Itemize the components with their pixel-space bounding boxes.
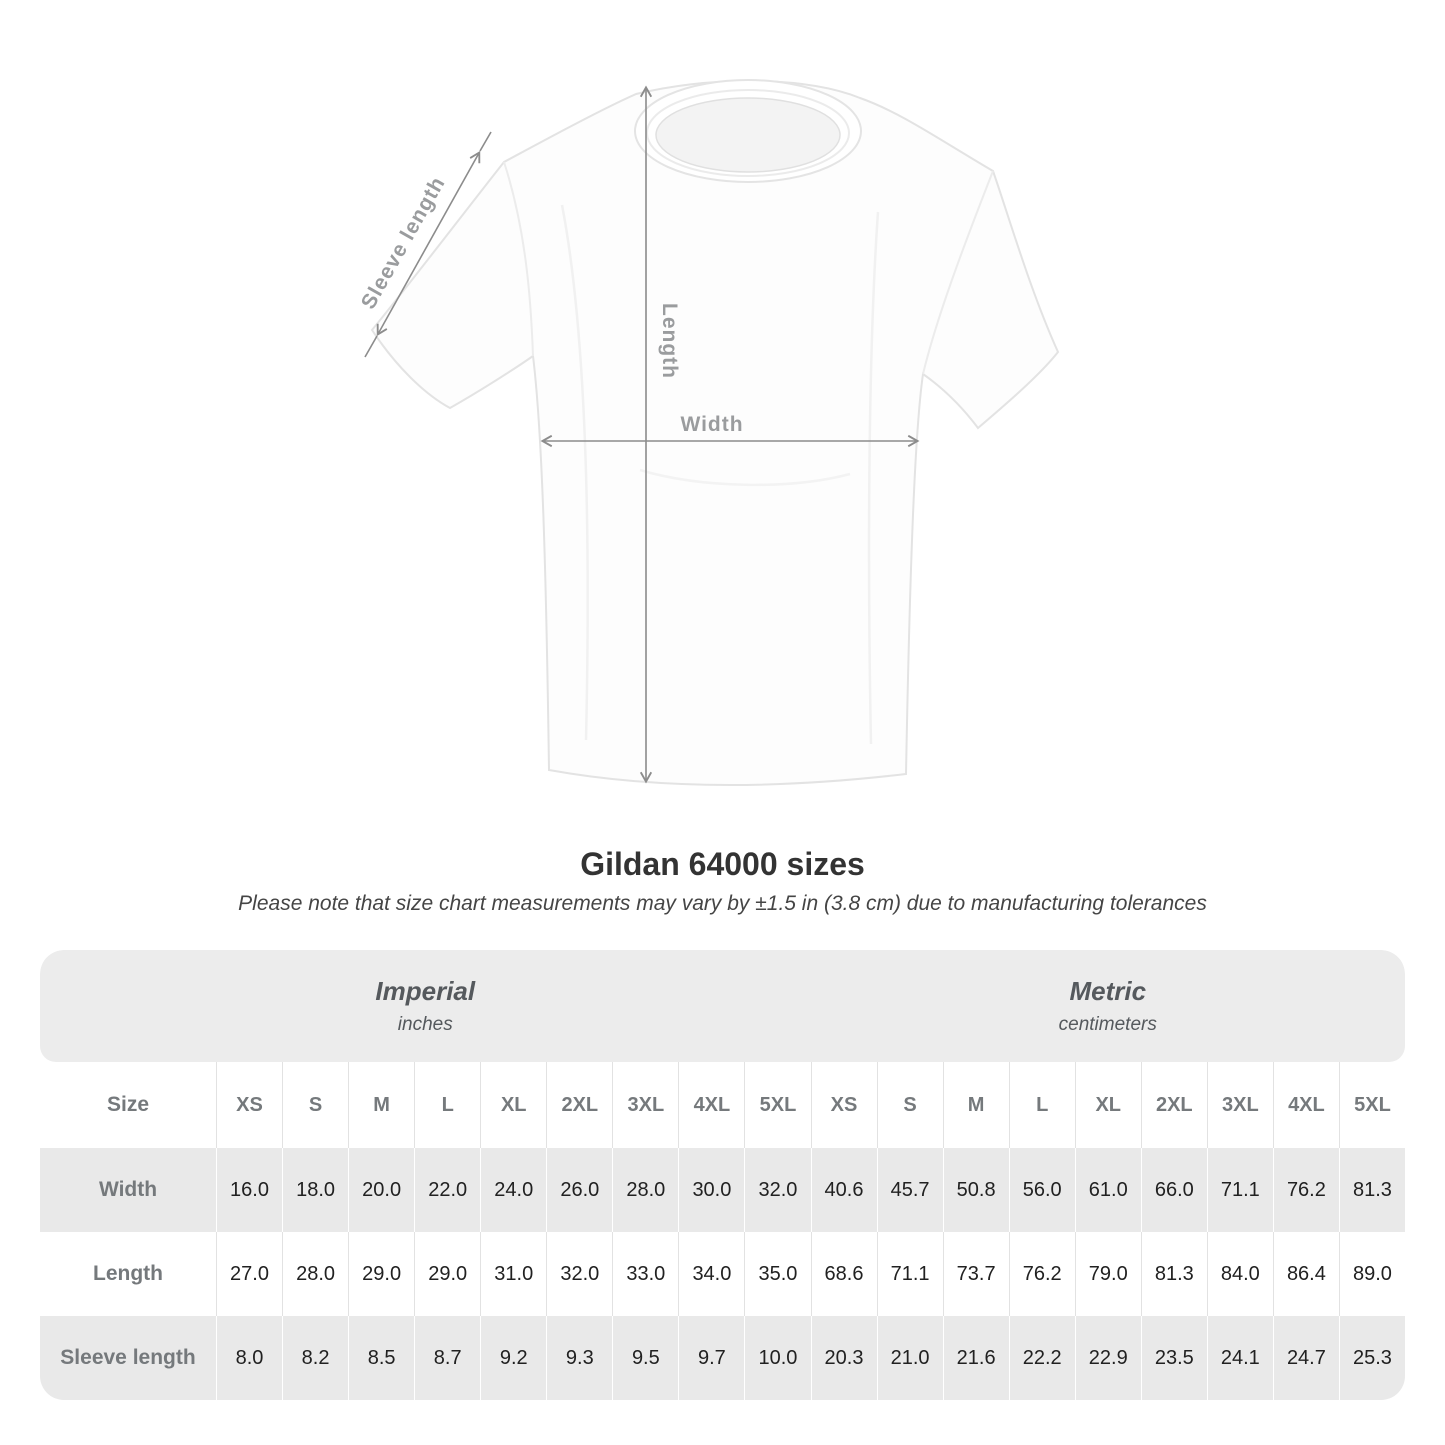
measurement-value-cell: 26.0: [546, 1148, 612, 1232]
length-label: Length: [658, 303, 681, 379]
sleeve-length-arrow: [376, 150, 481, 337]
measurement-value-cell: 10.0: [744, 1316, 810, 1400]
measurement-value-cell: 16.0: [216, 1148, 282, 1232]
imperial-header: Imperial inches: [40, 950, 811, 1062]
measurement-row-label: Length: [93, 1262, 163, 1285]
size-column-header: L: [414, 1062, 480, 1148]
measurement-value-cell: 31.0: [480, 1232, 546, 1316]
measurement-value-cell: 20.0: [348, 1148, 414, 1232]
measurement-value-cell: 30.0: [678, 1148, 744, 1232]
size-column-header: 4XL: [678, 1062, 744, 1148]
measurement-value-cell: 71.1: [1206, 1148, 1273, 1232]
table-row: Size XS S M L XL 2XL 3XL 4XL 5XL XS S M L XL 2XL 3XL 4XL 5…: [40, 1062, 1405, 1148]
size-column-header: M: [348, 1062, 414, 1148]
size-column-header: L: [1008, 1062, 1075, 1148]
size-column-header: 5XL: [744, 1062, 810, 1148]
measurement-value-cell: 68.6: [810, 1232, 877, 1316]
measurement-value-cell: 84.0: [1206, 1232, 1273, 1316]
measurement-value-cell: 33.0: [612, 1232, 678, 1316]
measurement-value-cell: 21.6: [942, 1316, 1009, 1400]
measurement-value-cell: 22.0: [414, 1148, 480, 1232]
tolerance-note: Please note that size chart measurements…: [238, 892, 1207, 915]
size-column-header: 3XL: [612, 1062, 678, 1148]
imperial-title: Imperial: [375, 976, 476, 1006]
size-column-header: 2XL: [1140, 1062, 1207, 1148]
metric-title: Metric: [1069, 976, 1147, 1006]
measurement-value-cell: 23.5: [1140, 1316, 1207, 1400]
metric-unit: centimeters: [1058, 1014, 1157, 1035]
size-column-header: S: [876, 1062, 943, 1148]
measurement-value-cell: 45.7: [876, 1148, 943, 1232]
measurement-value-cell: 32.0: [546, 1232, 612, 1316]
measurement-value-cell: 28.0: [612, 1148, 678, 1232]
measurement-value-cell: 86.4: [1272, 1232, 1339, 1316]
measurement-value-cell: 9.5: [612, 1316, 678, 1400]
measurement-value-cell: 22.2: [1008, 1316, 1075, 1400]
measurement-value-cell: 27.0: [216, 1232, 282, 1316]
unit-header-band: Imperial inches Metric centimeters: [40, 950, 1405, 1062]
tshirt-image: [370, 79, 1060, 787]
measurement-value-cell: 24.0: [480, 1148, 546, 1232]
measurement-value-cell: 29.0: [348, 1232, 414, 1316]
size-table: Imperial inches Metric centimeters Size X…: [40, 950, 1405, 1400]
size-column-header: M: [942, 1062, 1009, 1148]
measurement-value-cell: 29.0: [414, 1232, 480, 1316]
measurement-value-cell: 66.0: [1140, 1148, 1207, 1232]
size-column-header: 5XL: [1338, 1062, 1405, 1148]
measurement-arrows: [364, 85, 920, 784]
metric-header: Metric centimeters: [811, 950, 1406, 1062]
measurement-value-cell: 8.2: [282, 1316, 348, 1400]
measurement-value-cell: 32.0: [744, 1148, 810, 1232]
size-column-header: XS: [810, 1062, 877, 1148]
table-row: Width 16.0 18.0 20.0 22.0 24.0 26.0 28.0 30.0 32.…: [40, 1148, 1405, 1232]
measurement-value-cell: 24.7: [1272, 1316, 1339, 1400]
size-column-header: 3XL: [1206, 1062, 1273, 1148]
measurement-value-cell: 73.7: [942, 1232, 1009, 1316]
size-column-header: XS: [216, 1062, 282, 1148]
measurement-value-cell: 9.3: [546, 1316, 612, 1400]
size-column-header: 2XL: [546, 1062, 612, 1148]
size-column-header: XL: [1074, 1062, 1141, 1148]
measurement-value-cell: 76.2: [1272, 1148, 1339, 1232]
size-column-header: 4XL: [1272, 1062, 1339, 1148]
size-row-label: Size: [106, 1093, 150, 1116]
tshirt-body: [370, 79, 1060, 787]
imperial-unit: inches: [397, 1014, 453, 1035]
measurement-value-cell: 8.5: [348, 1316, 414, 1400]
table-row: Length 27.0 28.0 29.0 29.0 31.0 32.0 33.0 34.0 35…: [40, 1232, 1405, 1316]
measurement-value-cell: 21.0: [876, 1316, 943, 1400]
measurement-value-cell: 9.2: [480, 1316, 546, 1400]
table-row: Sleeve length 8.0 8.2 8.5 8.7 9.2 9.3 9.5 9.7 10.…: [40, 1316, 1405, 1400]
measurement-value-cell: 8.0: [216, 1316, 282, 1400]
measurement-value-cell: 25.3: [1338, 1316, 1405, 1400]
measurement-value-cell: 34.0: [678, 1232, 744, 1316]
measurement-value-cell: 79.0: [1074, 1232, 1141, 1316]
page-title: Gildan 64000 sizes: [580, 846, 865, 882]
measurement-row-label: Sleeve length: [60, 1346, 196, 1369]
measurement-value-cell: 22.9: [1074, 1316, 1141, 1400]
measurement-value-cell: 71.1: [876, 1232, 943, 1316]
measurement-row-label: Width: [98, 1178, 158, 1201]
measurement-value-cell: 76.2: [1008, 1232, 1075, 1316]
measurement-value-cell: 81.3: [1338, 1148, 1405, 1232]
measurement-value-cell: 35.0: [744, 1232, 810, 1316]
measurement-value-cell: 50.8: [942, 1148, 1009, 1232]
measurement-value-cell: 40.6: [810, 1148, 877, 1232]
table-body: Size XS S M L XL 2XL 3XL 4XL 5XL XS S M L XL 2XL 3XL 4XL 5…: [40, 1062, 1405, 1400]
tshirt-measurement-diagram: Sleeve length Length Width: [357, 79, 1060, 787]
measurement-value-cell: 56.0: [1008, 1148, 1075, 1232]
measurement-value-cell: 8.7: [414, 1316, 480, 1400]
measurement-value-cell: 18.0: [282, 1148, 348, 1232]
measurement-value-cell: 9.7: [678, 1316, 744, 1400]
width-label: Width: [680, 413, 743, 436]
measurement-value-cell: 20.3: [810, 1316, 877, 1400]
measurement-value-cell: 81.3: [1140, 1232, 1207, 1316]
measurement-value-cell: 61.0: [1074, 1148, 1141, 1232]
measurement-value-cell: 89.0: [1338, 1232, 1405, 1316]
measurement-value-cell: 28.0: [282, 1232, 348, 1316]
measurement-value-cell: 24.1: [1206, 1316, 1273, 1400]
size-column-header: XL: [480, 1062, 546, 1148]
size-column-header: S: [282, 1062, 348, 1148]
